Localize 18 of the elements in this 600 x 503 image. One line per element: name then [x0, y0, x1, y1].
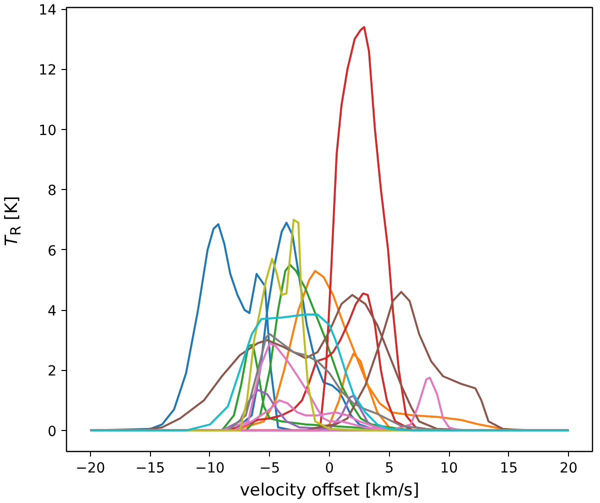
y-tick-label: 2	[48, 364, 57, 380]
x-tick-label: 5	[384, 460, 394, 476]
x-tick-label: −5	[259, 460, 280, 476]
x-tick-label: 10	[440, 460, 458, 476]
y-tick-label: 6	[48, 243, 57, 260]
x-tick-label: 15	[500, 460, 518, 476]
x-tick-label: −10	[195, 460, 225, 476]
x-tick-label: 20	[560, 460, 578, 476]
x-tick-label: −20	[76, 460, 106, 476]
y-tick-label: 0	[48, 424, 57, 440]
y-tick-label: 12	[38, 62, 57, 79]
x-axis-title: velocity offset [km/s]	[240, 480, 420, 500]
y-tick-label: 4	[48, 304, 57, 320]
y-tick-label: 14	[38, 2, 57, 19]
x-tick-label: 0	[325, 460, 334, 476]
y-tick-label: 10	[38, 122, 57, 139]
y-tick-label: 8	[48, 183, 57, 200]
x-tick-label: −15	[135, 460, 165, 476]
